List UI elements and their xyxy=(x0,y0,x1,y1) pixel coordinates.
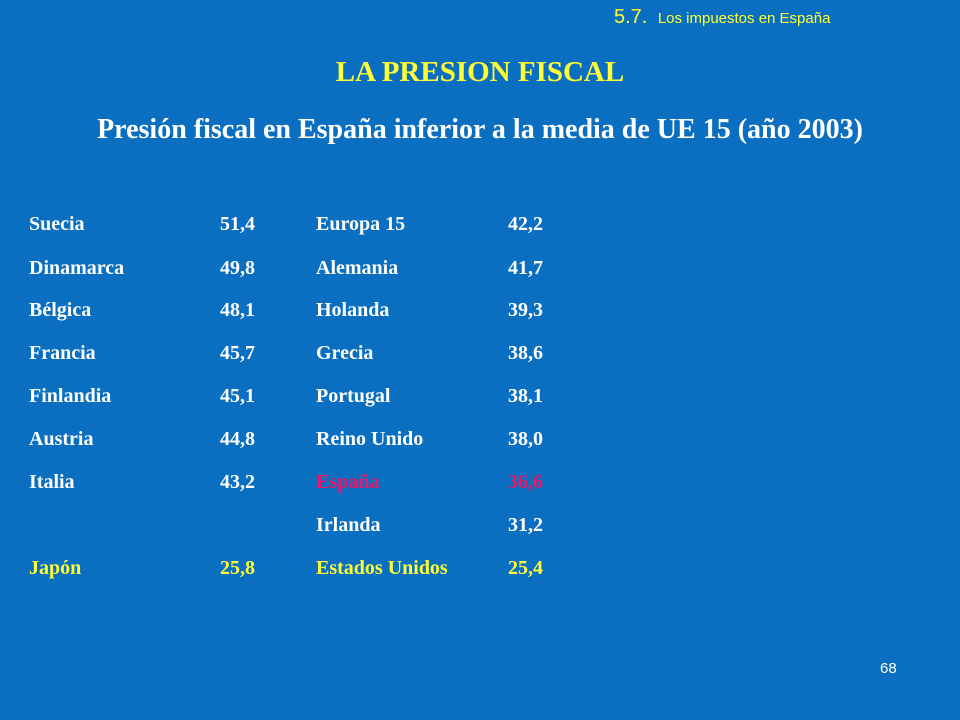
left-value: 48,1 xyxy=(220,299,255,321)
right-value: 42,2 xyxy=(508,213,543,235)
left-value: 51,4 xyxy=(220,213,255,235)
left-country: Austria xyxy=(29,428,94,450)
right-country: Portugal xyxy=(316,385,391,407)
left-country: Finlandia xyxy=(29,385,112,407)
left-value: 45,7 xyxy=(220,342,255,364)
right-value: 41,7 xyxy=(508,257,543,279)
section-number: 5.7. xyxy=(614,6,648,28)
right-country: Reino Unido xyxy=(316,428,424,450)
japan-value: 25,8 xyxy=(220,557,255,579)
page-number: 68 xyxy=(880,660,897,677)
spain-value: 36,6 xyxy=(508,471,543,493)
left-value: 45,1 xyxy=(220,385,255,407)
section-text: Los impuestos en España xyxy=(657,10,831,27)
right-value: 31,2 xyxy=(508,514,543,536)
right-value: 38,0 xyxy=(508,428,543,450)
right-country: Holanda xyxy=(316,299,390,321)
left-value: 49,8 xyxy=(220,257,255,279)
left-country: Francia xyxy=(29,342,96,364)
left-country: Bélgica xyxy=(29,299,92,321)
left-value: 43,2 xyxy=(220,471,255,493)
japan-country: Japón xyxy=(29,557,82,579)
section-label: 5.7. Los impuestos en España xyxy=(614,6,830,29)
right-value: 39,3 xyxy=(508,299,543,321)
usa-country: Estados Unidos xyxy=(316,557,448,579)
left-country: Italia xyxy=(29,471,75,493)
right-value: 38,6 xyxy=(508,342,543,364)
left-country: Dinamarca xyxy=(29,257,125,279)
right-value: 38,1 xyxy=(508,385,543,407)
right-country: Grecia xyxy=(316,342,374,364)
left-value: 44,8 xyxy=(220,428,255,450)
right-country: Europa 15 xyxy=(316,213,406,235)
left-country: Suecia xyxy=(29,213,85,235)
subtitle: Presión fiscal en España inferior a la m… xyxy=(97,114,863,145)
usa-value: 25,4 xyxy=(508,557,543,579)
spain-country: España xyxy=(316,471,380,493)
right-country: Irlanda xyxy=(316,514,381,536)
main-title: LA PRESION FISCAL xyxy=(335,56,625,88)
right-country: Alemania xyxy=(316,257,399,279)
